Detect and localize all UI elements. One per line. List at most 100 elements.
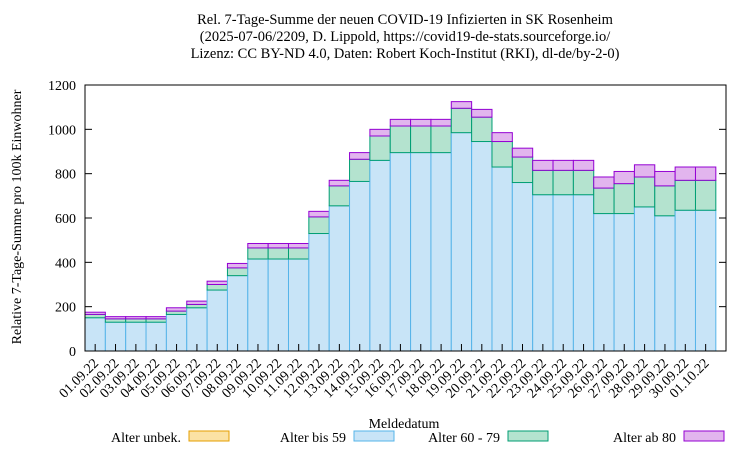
y-tick-label: 1000	[48, 123, 76, 138]
bar-segment-alter-60-79-27	[633, 176, 656, 208]
y-tick-label: 600	[55, 212, 76, 227]
legend: Alter unbek. Alter bis 59 Alter 60 - 79 Alt…	[111, 430, 725, 446]
bar-segment-alter-ab-80-26	[613, 170, 635, 185]
bar-segment-alter-60-79-14	[369, 135, 391, 161]
bar-segment-alter-bis-59-13	[349, 180, 371, 352]
bar-segment-alter-60-79-11	[308, 216, 330, 235]
bar-segment-alter-bis-59-23	[552, 194, 574, 352]
bar-segment-alter-ab-80-10	[287, 242, 310, 249]
bar-segment-alter-ab-80-30	[694, 166, 717, 181]
bar-segment-alter-60-79-17	[430, 125, 452, 154]
bar-segment-alter-60-79-12	[328, 185, 351, 207]
chart-title: Rel. 7-Tage-Summe der neuen COVID-19 Inf…	[0, 12, 750, 63]
bar-segment-alter-bis-59-14	[369, 159, 391, 352]
bar-segment-alter-60-79-29	[674, 179, 696, 211]
title-line-2: (2025-07-06/2209, D. Lippold, https://co…	[199, 29, 611, 45]
bar-segment-alter-bis-59-27	[633, 206, 656, 352]
bar-segment-alter-ab-80-18	[450, 101, 473, 109]
bar-segment-alter-bis-59-22	[532, 194, 554, 352]
bar-segment-alter-bis-59-9	[267, 258, 289, 352]
bar-segment-alter-60-79-22	[532, 169, 554, 196]
bar-segment-alter-60-79-24	[572, 169, 595, 196]
bar-segment-alter-bis-59-8	[247, 258, 269, 352]
bar-segment-alter-ab-80-2	[125, 316, 147, 320]
bar-segment-alter-ab-80-17	[430, 118, 452, 127]
legend-label: Alter unbek.	[111, 431, 181, 446]
bar-segment-alter-ab-80-13	[349, 152, 371, 160]
y-tick-label: 1200	[48, 79, 76, 94]
legend-label: Alter 60 - 79	[428, 431, 500, 446]
bar-segment-alter-60-79-16	[410, 125, 432, 154]
y-tick-label: 400	[55, 256, 76, 271]
bar-segment-alter-60-79-20	[491, 141, 513, 168]
bar-segment-alter-60-79-7	[226, 267, 249, 277]
bar-segment-alter-ab-80-5	[186, 300, 208, 305]
bar-segment-alter-60-79-30	[694, 179, 717, 211]
y-axis-label: Relative 7-Tage-Summe pro 100k Einwohner	[10, 89, 25, 344]
bars-layer	[84, 101, 717, 352]
bar-segment-alter-60-79-6	[206, 284, 228, 291]
bar-segment-alter-bis-59-6	[206, 289, 228, 352]
bar-segment-alter-ab-80-4	[165, 307, 188, 312]
bar-segment-alter-bis-59-15	[389, 152, 412, 352]
bar-segment-alter-60-79-13	[349, 158, 371, 182]
bar-segment-alter-bis-59-17	[430, 152, 452, 352]
bar-segment-alter-ab-80-23	[552, 159, 574, 171]
bar-segment-alter-ab-80-6	[206, 280, 228, 285]
bar-segment-alter-60-79-28	[654, 185, 676, 217]
bar-segment-alter-bis-59-20	[491, 166, 513, 352]
legend-swatch	[683, 430, 725, 442]
bar-segment-alter-bis-59-29	[674, 209, 696, 352]
bar-segment-alter-bis-59-18	[450, 132, 473, 352]
bar-segment-alter-bis-59-12	[328, 205, 351, 352]
bar-segment-alter-bis-59-7	[226, 275, 249, 352]
bar-segment-alter-bis-59-19	[471, 141, 493, 352]
bar-segment-alter-60-79-23	[552, 169, 574, 196]
x-axis-label: Meldedatum	[369, 417, 440, 432]
bar-segment-alter-ab-80-27	[633, 164, 656, 178]
bar-segment-alter-ab-80-21	[511, 147, 534, 158]
bar-segment-alter-60-79-21	[511, 156, 534, 184]
bar-segment-alter-ab-80-20	[491, 132, 513, 143]
bar-segment-alter-ab-80-29	[674, 166, 696, 181]
bar-segment-alter-ab-80-1	[104, 316, 127, 320]
bar-segment-alter-60-79-15	[389, 125, 412, 154]
bar-segment-alter-bis-59-11	[308, 233, 330, 352]
bar-segment-alter-ab-80-22	[532, 159, 554, 171]
title-line-1: Rel. 7-Tage-Summe der neuen COVID-19 Inf…	[197, 12, 613, 28]
bar-segment-alter-60-79-18	[450, 107, 473, 134]
bar-segment-alter-ab-80-0	[84, 311, 106, 315]
bar-segment-alter-ab-80-24	[572, 159, 595, 171]
y-tick-label: 200	[55, 301, 76, 316]
bar-segment-alter-bis-59-21	[511, 182, 534, 352]
bar-segment-alter-60-79-8	[247, 247, 269, 260]
bar-segment-alter-bis-59-28	[654, 215, 676, 352]
legend-label: Alter bis 59	[280, 431, 346, 446]
legend-label: Alter ab 80	[613, 431, 676, 446]
bar-segment-alter-60-79-19	[471, 116, 493, 143]
bar-segment-alter-ab-80-14	[369, 128, 391, 137]
bar-segment-alter-bis-59-25	[593, 213, 615, 352]
legend-swatch	[353, 430, 395, 442]
bar-segment-alter-60-79-9	[267, 247, 289, 260]
bar-segment-alter-ab-80-25	[593, 176, 615, 189]
bar-segment-alter-ab-80-12	[328, 179, 351, 187]
bar-segment-alter-60-79-26	[613, 183, 635, 215]
legend-swatch	[507, 430, 549, 442]
bar-segment-alter-bis-59-10	[287, 258, 310, 352]
bar-segment-alter-ab-80-8	[247, 242, 269, 249]
y-tick-label: 0	[69, 345, 76, 360]
bar-segment-alter-bis-59-24	[572, 194, 595, 352]
bar-segment-alter-ab-80-19	[471, 108, 493, 118]
bar-segment-alter-ab-80-9	[267, 242, 289, 249]
bar-segment-alter-ab-80-28	[654, 170, 676, 187]
bar-segment-alter-ab-80-16	[410, 118, 432, 127]
bar-segment-alter-60-79-25	[593, 187, 615, 215]
bar-segment-alter-bis-59-16	[410, 152, 432, 352]
bar-segment-alter-ab-80-11	[308, 210, 330, 218]
bar-segment-alter-bis-59-26	[613, 213, 635, 352]
bar-segment-alter-ab-80-3	[145, 316, 167, 320]
bar-segment-alter-bis-59-30	[694, 209, 717, 352]
legend-swatch	[188, 430, 230, 442]
